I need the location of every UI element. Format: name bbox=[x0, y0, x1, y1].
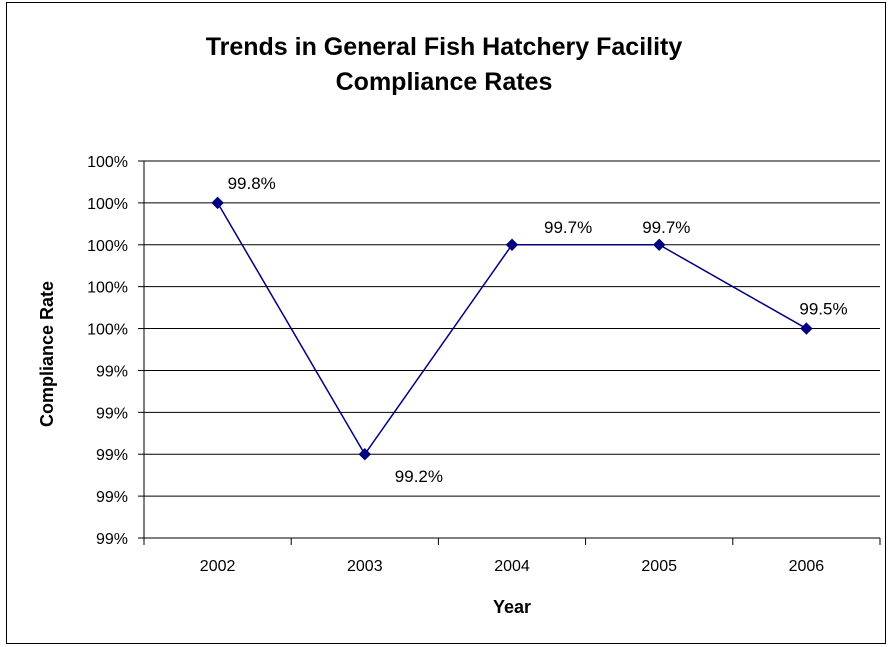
chart-title: Trends in General Fish Hatchery Facility… bbox=[0, 30, 888, 100]
data-labels: 99.8% 99.2% 99.7% 99.7% 99.5% bbox=[228, 174, 848, 486]
data-label-2006: 99.5% bbox=[799, 300, 847, 319]
data-label-2003: 99.2% bbox=[395, 467, 443, 486]
chart-title-line-2: Compliance Rates bbox=[335, 68, 553, 96]
data-point-2005 bbox=[652, 238, 666, 251]
x-tick-label-2003: 2003 bbox=[347, 558, 383, 575]
x-axis-title: Year bbox=[493, 597, 531, 617]
x-axis-tick-labels: 2002 2003 2004 2005 2006 bbox=[200, 558, 824, 575]
y-tick-label-0: 99% bbox=[96, 531, 128, 548]
chart-frame bbox=[6, 2, 886, 644]
x-tick-label-2006: 2006 bbox=[789, 558, 825, 575]
y-tick-label-6: 100% bbox=[87, 280, 128, 297]
y-tick-label-9: 100% bbox=[87, 154, 128, 171]
data-label-2005: 99.7% bbox=[642, 218, 690, 237]
data-point-2003 bbox=[358, 448, 372, 461]
data-label-2002: 99.8% bbox=[228, 174, 276, 193]
data-label-2004: 99.7% bbox=[544, 218, 592, 237]
x-tick-label-2004: 2004 bbox=[494, 558, 530, 575]
axes bbox=[138, 160, 881, 545]
data-point-2004 bbox=[505, 238, 519, 251]
x-tick-label-2005: 2005 bbox=[641, 558, 677, 575]
data-point-2006 bbox=[800, 322, 813, 335]
y-tick-label-1: 99% bbox=[96, 489, 128, 506]
series-markers bbox=[211, 196, 813, 461]
chart-title-line-1: Trends in General Fish Hatchery Facility bbox=[205, 33, 683, 61]
y-axis-title: Compliance Rate bbox=[37, 281, 57, 427]
gridlines bbox=[144, 160, 880, 539]
y-tick-label-3: 99% bbox=[96, 405, 128, 422]
y-axis-tick-labels: 99% 99% 99% 99% 99% 100% 100% 100% 100% 100% bbox=[87, 154, 128, 548]
y-tick-label-4: 99% bbox=[96, 363, 128, 380]
data-point-2002 bbox=[211, 196, 224, 210]
x-tick-label-2002: 2002 bbox=[200, 558, 236, 575]
y-tick-label-8: 100% bbox=[87, 196, 128, 213]
y-tick-label-7: 100% bbox=[87, 238, 128, 255]
y-tick-label-2: 99% bbox=[96, 447, 128, 464]
y-tick-label-5: 100% bbox=[87, 322, 128, 339]
